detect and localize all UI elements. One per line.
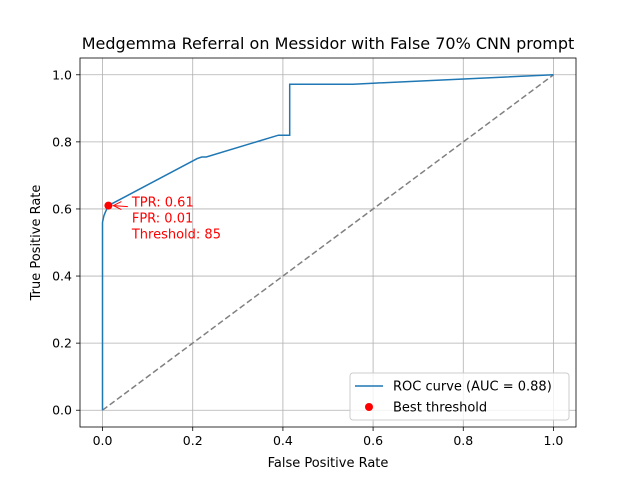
plot-area (101, 74, 554, 411)
y-tick-label: 1.0 (52, 67, 72, 82)
legend: ROC curve (AUC = 0.88) Best threshold (349, 372, 570, 421)
x-axis-label: False Positive Rate (268, 456, 389, 471)
annotation-text-line: TPR: 0.61 (131, 196, 194, 211)
chart-title: Medgemma Referral on Messidor with False… (82, 34, 575, 53)
x-tick-label: 1.0 (544, 433, 564, 448)
grid (80, 58, 576, 427)
axis-ticks: 0.0 0.2 0.4 0.6 0.8 1.0 0.0 0.2 0.4 0.6 0.8 1.0 (52, 67, 563, 448)
x-tick-label: 0.4 (273, 433, 293, 448)
diagonal-reference-line (102, 74, 554, 411)
x-tick-label: 0.8 (453, 433, 473, 448)
x-tick-label: 0.6 (363, 433, 383, 448)
best-threshold-point (104, 201, 113, 210)
roc-curve-line (101, 74, 554, 411)
annotation-arrow-shaft (113, 205, 128, 208)
annotation-arrow-head (112, 201, 122, 211)
y-axis-label: True Positive Rate (29, 185, 44, 302)
plot-frame (79, 57, 577, 428)
legend-label-roc: ROC curve (AUC = 0.88) (393, 380, 552, 395)
y-tick-label: 0.6 (52, 201, 72, 216)
y-tick-label: 0.0 (52, 403, 72, 418)
y-tick-label: 0.4 (52, 269, 72, 284)
y-tick-label: 0.8 (52, 134, 72, 149)
legend-label-best-threshold: Best threshold (393, 401, 487, 416)
x-tick-label: 0.0 (93, 433, 113, 448)
x-tick-label: 0.2 (183, 433, 203, 448)
annotation-text-line: Threshold: 85 (131, 228, 221, 243)
legend-box (349, 372, 570, 421)
annotation-text-line: FPR: 0.01 (132, 212, 193, 227)
y-tick-label: 0.2 (52, 336, 72, 351)
legend-marker-swatch (365, 403, 373, 411)
